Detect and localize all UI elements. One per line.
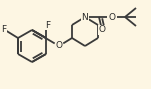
Text: N: N: [82, 12, 88, 22]
Text: O: O: [109, 12, 116, 22]
Text: O: O: [56, 41, 63, 50]
Text: F: F: [45, 20, 50, 29]
Text: O: O: [98, 26, 106, 35]
Text: F: F: [1, 26, 6, 35]
